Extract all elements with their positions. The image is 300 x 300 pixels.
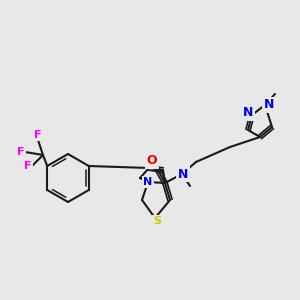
Text: F: F <box>17 147 25 157</box>
Text: F: F <box>34 130 42 140</box>
Text: S: S <box>153 216 161 226</box>
Text: N: N <box>243 106 253 119</box>
Text: N: N <box>178 167 188 181</box>
Text: O: O <box>147 154 157 167</box>
Text: F: F <box>24 161 32 171</box>
Text: N: N <box>143 177 153 187</box>
Text: N: N <box>264 98 274 112</box>
